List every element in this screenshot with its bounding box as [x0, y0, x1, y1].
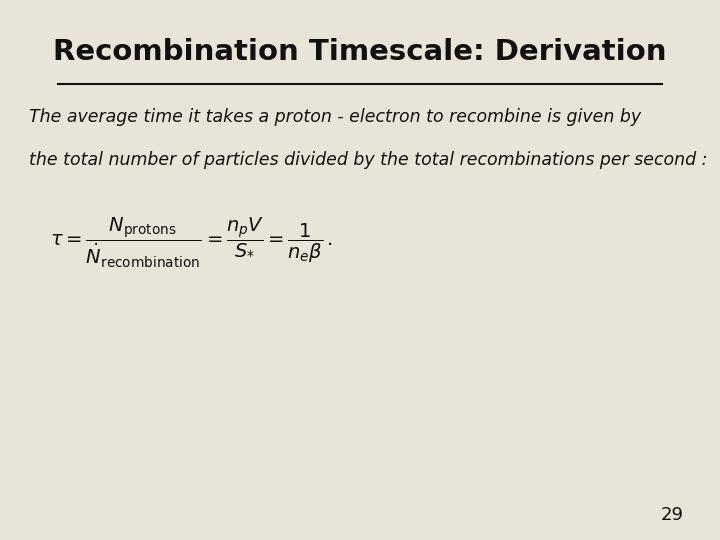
Text: $\tau = \dfrac{N_{\mathrm{protons}}}{\dot{N}_{\mathrm{recombination}}} = \dfrac{: $\tau = \dfrac{N_{\mathrm{protons}}}{\do… — [50, 216, 333, 270]
Text: Recombination Timescale: Derivation: Recombination Timescale: Derivation — [53, 38, 667, 66]
Text: The average time it takes a proton - electron to recombine is given by: The average time it takes a proton - ele… — [29, 108, 641, 126]
Text: the total number of particles divided by the total recombinations per second :: the total number of particles divided by… — [29, 151, 707, 169]
Text: 29: 29 — [661, 506, 684, 524]
